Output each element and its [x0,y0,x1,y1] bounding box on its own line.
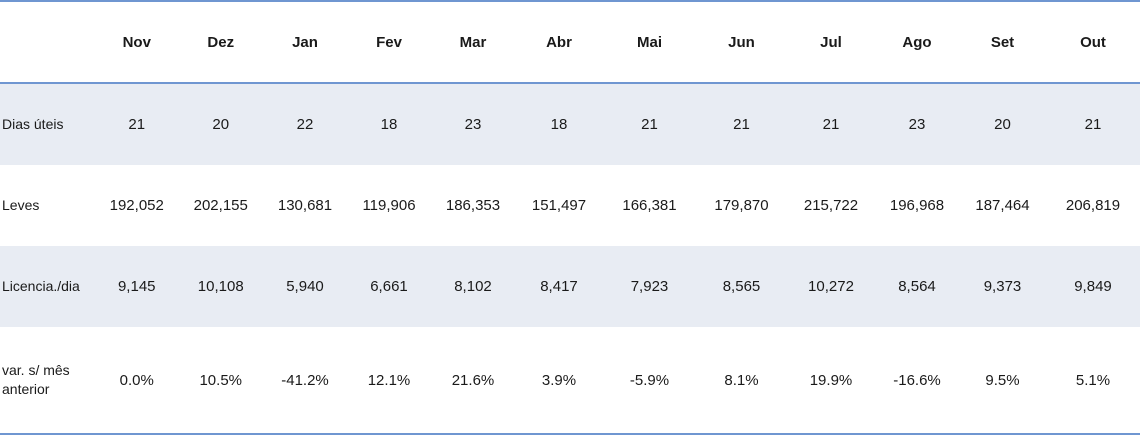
column-header: Nov [95,1,179,84]
table-cell: 179,870 [714,197,769,214]
row-label: Licencia./dia [0,246,95,327]
table-cell: 21 [603,83,696,165]
table-cell: -41.2% [281,371,329,389]
table-cell: 10,108 [178,246,263,327]
table-cell: 18 [347,83,431,165]
row-label: var. s/ mês anterior [2,362,70,397]
table-cell: 20 [959,83,1046,165]
row-label: Dias úteis [0,83,95,165]
table-cell: 9,373 [959,246,1046,327]
table-cell: 8,417 [515,246,603,327]
table-cell: 151,497 [531,197,587,214]
table-cell: 3.9% [541,371,577,389]
column-header: Mar [431,1,515,84]
table-cell: 187,464 [975,197,1030,214]
table-cell: 192,052 [109,197,164,214]
table-cell: 119,906 [362,197,416,214]
table-cell: 0.0% [119,371,154,389]
table-cell: 21.6% [451,371,495,389]
table-cell: 9,145 [95,246,179,327]
table-cell: -16.6% [893,371,941,389]
column-header: Jan [263,1,347,84]
table-cell: 206,819 [1065,197,1121,214]
column-header: Jul [787,1,875,84]
column-header: Ago [875,1,959,84]
table-row: Leves 192,052 202,155 130,681 119,906 186,353… [0,165,1140,246]
table-cell: 7,923 [603,246,696,327]
table-cell: 23 [875,83,959,165]
table-cell: 196,968 [889,197,945,214]
column-header: Jun [696,1,787,84]
header-corner [0,1,95,84]
table-cell: 12.1% [367,371,411,389]
table-cell: 166,381 [622,197,677,214]
table-cell: 202,155 [193,197,248,214]
table-cell: 21 [95,83,179,165]
column-header: Dez [178,1,263,84]
header-row: Nov Dez Jan Fev Mar Abr Mai Jun Jul Ago Set Out [0,1,1140,84]
table-cell: 22 [263,83,347,165]
table-cell: 8,102 [431,246,515,327]
column-header: Out [1046,1,1140,84]
table-cell: 186,353 [445,197,501,214]
table-cell: 20 [178,83,263,165]
row-label: Leves [2,197,40,213]
table-cell: 8.1% [724,371,759,389]
table-cell: 23 [431,83,515,165]
table-cell: 21 [787,83,875,165]
column-header: Abr [515,1,603,84]
table-cell: 10.5% [199,371,243,389]
table-cell: 215,722 [803,197,859,214]
table-cell: 8,565 [696,246,787,327]
table-cell: 21 [1046,83,1140,165]
column-header: Fev [347,1,431,84]
table-cell: 19.9% [809,371,853,389]
table-cell: 9,849 [1046,246,1140,327]
table-cell: 21 [696,83,787,165]
table-row: Licencia./dia 9,145 10,108 5,940 6,661 8,102 8… [0,246,1140,327]
column-header: Mai [603,1,696,84]
table-cell: -5.9% [629,371,670,389]
table-cell: 9.5% [985,371,1020,389]
table-cell: 6,661 [347,246,431,327]
column-header: Set [959,1,1046,84]
table-cell: 8,564 [875,246,959,327]
table-cell: 10,272 [787,246,875,327]
table-row: Dias úteis 21 20 22 18 23 18 21 21 21 23 20 21 [0,83,1140,165]
table-cell: 5.1% [1075,371,1111,389]
table-cell: 130,681 [277,197,333,214]
table-cell: 18 [515,83,603,165]
table-cell: 5,940 [263,246,347,327]
table-row: var. s/ mês anterior 0.0% 10.5% -41.2% 12.1%… [0,327,1140,434]
